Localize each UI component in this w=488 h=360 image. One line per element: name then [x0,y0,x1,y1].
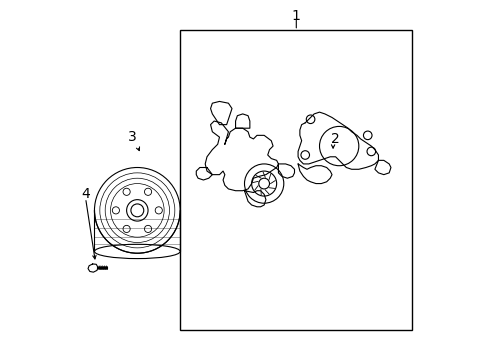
Text: 4: 4 [81,187,90,201]
Bar [180,30,411,330]
Text: 2: 2 [330,132,339,146]
Text: 1: 1 [291,9,300,23]
Text: 3: 3 [127,130,136,144]
